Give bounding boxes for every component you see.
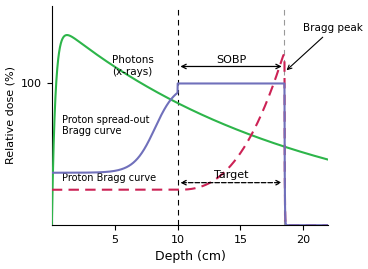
Text: Photons
(x-rays): Photons (x-rays) xyxy=(112,55,154,77)
Text: Proton spread-out
Bragg curve: Proton spread-out Bragg curve xyxy=(62,115,149,136)
X-axis label: Depth (cm): Depth (cm) xyxy=(155,250,226,263)
Text: Bragg peak: Bragg peak xyxy=(287,23,363,69)
Text: Proton Bragg curve: Proton Bragg curve xyxy=(62,173,156,183)
Text: Target: Target xyxy=(214,170,248,180)
Text: SOBP: SOBP xyxy=(216,55,246,65)
Y-axis label: Relative dose (%): Relative dose (%) xyxy=(6,66,15,164)
